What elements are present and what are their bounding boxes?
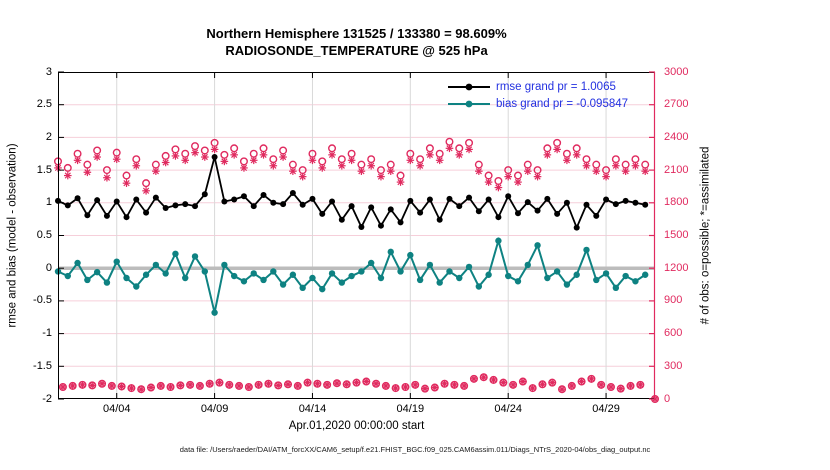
y-right-tick-300: 300 — [664, 359, 683, 372]
legend-label-bias: bias grand pr = -0.095847 — [496, 98, 629, 110]
legend-sample-rmse — [448, 83, 490, 91]
y-right-tick-2700: 2700 — [664, 98, 689, 111]
y-axis-label-left: rmse and bias (model - observation) — [6, 143, 19, 328]
gridlines — [58, 72, 655, 399]
x-tick-04/19: 04/19 — [396, 403, 425, 415]
legend: rmse grand pr = 1.0065 bias grand pr = -… — [447, 80, 628, 111]
bias-series — [54, 237, 649, 316]
y-left-tick-2: 2 — [45, 130, 52, 143]
y-right-tick-1800: 1800 — [664, 196, 689, 209]
legend-sample-bias — [448, 100, 490, 108]
y-left-tick--1: -1 — [42, 327, 52, 340]
y-left-tick--1.5: -1.5 — [33, 359, 52, 372]
chart-title-line1: Northern Hemisphere 131525 / 133380 = 98… — [206, 26, 507, 41]
obs-count-series — [54, 137, 660, 404]
legend-label-rmse: rmse grand pr = 1.0065 — [496, 81, 616, 93]
x-tick-04/29: 04/29 — [592, 403, 620, 415]
x-tick-04/14: 04/14 — [298, 403, 327, 415]
chart-title-line2: RADIOSONDE_TEMPERATURE @ 525 hPa — [225, 43, 488, 58]
data-file-caption: data file: /Users/raeder/DAI/ATM_forcXX/… — [179, 445, 651, 454]
axes-frame — [58, 71, 656, 400]
x-tick-04/04: 04/04 — [102, 403, 131, 415]
y-left-tick-1: 1 — [45, 196, 52, 209]
x-axis-label: Apr.01,2020 00:00:00 start — [288, 420, 425, 432]
y-right-tick-900: 900 — [664, 294, 683, 307]
y-left-tick--2: -2 — [42, 392, 52, 405]
y-left-tick--0.5: -0.5 — [33, 294, 52, 307]
y-right-tick-1200: 1200 — [664, 261, 689, 274]
y-right-tick-600: 600 — [664, 327, 683, 340]
plot-area — [54, 71, 660, 404]
x-tick-04/24: 04/24 — [494, 403, 522, 415]
y-right-tick-2400: 2400 — [664, 130, 689, 143]
y-left-tick-0.5: 0.5 — [36, 229, 52, 241]
y-right-tick-0: 0 — [664, 392, 671, 405]
rmse-series — [55, 154, 649, 231]
y-left-tick-0: 0 — [45, 261, 52, 274]
y-right-tick-1500: 1500 — [664, 229, 689, 241]
y-left-tick-2.5: 2.5 — [36, 98, 52, 111]
y-right-tick-3000: 3000 — [664, 65, 689, 78]
y-right-tick-2100: 2100 — [664, 163, 689, 176]
y-left-tick-3: 3 — [45, 65, 52, 78]
y-left-tick-1.5: 1.5 — [36, 163, 52, 176]
legend-row-bias: bias grand pr = -0.095847 — [447, 97, 628, 111]
legend-row-rmse: rmse grand pr = 1.0065 — [447, 80, 628, 94]
x-tick-04/09: 04/09 — [200, 403, 229, 415]
y-axis-label-right: # of obs: o=possible; *=assimilated — [699, 146, 712, 325]
